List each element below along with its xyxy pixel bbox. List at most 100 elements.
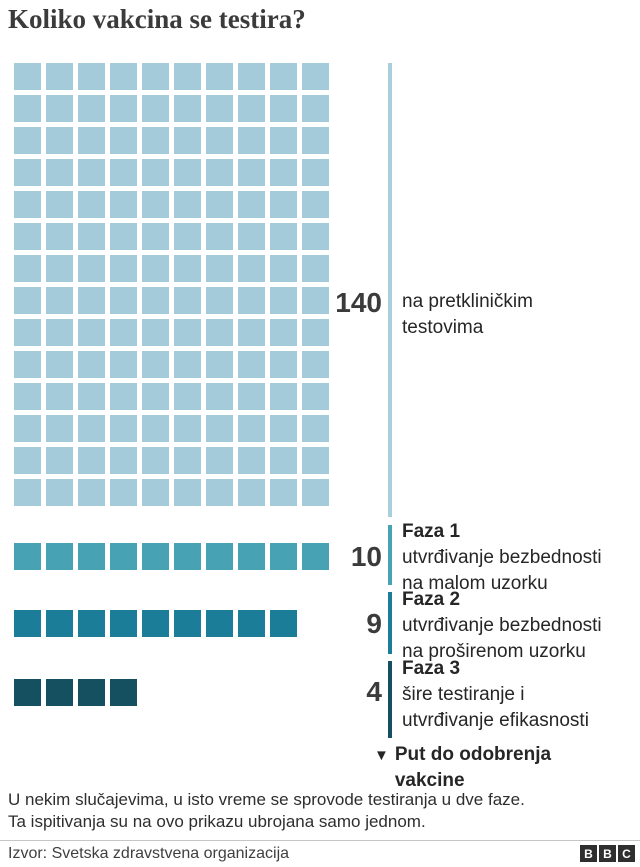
guide-line-phase2: [388, 592, 392, 654]
waffle-square: [142, 191, 169, 218]
waffle-square: [110, 63, 137, 90]
waffle-grid-preclinical: [14, 63, 329, 506]
waffle-square: [238, 127, 265, 154]
waffle-square: [110, 383, 137, 410]
value-label-preclinical: 140: [335, 287, 382, 318]
waffle-square: [110, 159, 137, 186]
waffle-square: [302, 191, 329, 218]
waffle-square: [110, 679, 137, 706]
waffle-square: [206, 447, 233, 474]
waffle-square: [174, 415, 201, 442]
waffle-square: [238, 479, 265, 506]
waffle-square: [238, 95, 265, 122]
waffle-square: [46, 447, 73, 474]
value-label-phase2: 9: [366, 608, 382, 639]
waffle-square: [142, 610, 169, 637]
waffle-square: [110, 127, 137, 154]
phase-name: Faza 2: [402, 589, 461, 610]
waffle-grid-phase3: [14, 679, 329, 706]
waffle-square: [270, 95, 297, 122]
waffle-square: [78, 223, 105, 250]
waffle-square: [270, 543, 297, 570]
waffle-square: [78, 479, 105, 506]
waffle-square: [46, 127, 73, 154]
waffle-square: [78, 383, 105, 410]
guide-line-preclinical: [388, 63, 392, 517]
waffle-square: [78, 679, 105, 706]
waffle-square: [174, 447, 201, 474]
waffle-square: [174, 63, 201, 90]
waffle-square: [142, 159, 169, 186]
waffle-square: [206, 127, 233, 154]
waffle-square: [302, 127, 329, 154]
waffle-square: [206, 415, 233, 442]
waffle-square: [142, 127, 169, 154]
waffle-square: [14, 63, 41, 90]
waffle-square: [142, 447, 169, 474]
waffle-square: [142, 223, 169, 250]
waffle-square: [206, 351, 233, 378]
waffle-square: [78, 543, 105, 570]
waffle-square: [238, 287, 265, 314]
waffle-square: [46, 679, 73, 706]
waffle-square: [174, 543, 201, 570]
guide-line-phase3: [388, 661, 392, 738]
waffle-square: [302, 287, 329, 314]
waffle-square: [78, 127, 105, 154]
waffle-square: [46, 415, 73, 442]
waffle-square: [142, 383, 169, 410]
waffle-square: [110, 95, 137, 122]
waffle-square: [270, 191, 297, 218]
waffle-square: [110, 351, 137, 378]
waffle-square: [206, 543, 233, 570]
waffle-square: [302, 543, 329, 570]
waffle-square: [206, 287, 233, 314]
waffle-square: [14, 679, 41, 706]
phase-name: Faza 3: [402, 658, 461, 679]
waffle-square: [238, 543, 265, 570]
label-line: testovima: [402, 317, 484, 338]
waffle-square: [206, 255, 233, 282]
waffle-square: [238, 159, 265, 186]
waffle-square: [206, 191, 233, 218]
waffle-square: [270, 610, 297, 637]
waffle-square: [302, 255, 329, 282]
footer-divider: [0, 840, 640, 841]
waffle-square: [46, 159, 73, 186]
waffle-square: [238, 351, 265, 378]
waffle-square: [206, 479, 233, 506]
category-label-preclinical: na pretkliničkim testovima: [402, 289, 533, 341]
waffle-square: [270, 415, 297, 442]
waffle-square: [142, 479, 169, 506]
value-label-phase1: 10: [350, 541, 382, 572]
waffle-grid-phase1: [14, 543, 329, 570]
waffle-square: [14, 479, 41, 506]
waffle-square: [270, 351, 297, 378]
waffle-square: [14, 95, 41, 122]
label-line: na pretkliničkim: [402, 291, 533, 312]
waffle-square: [78, 610, 105, 637]
waffle-square: [174, 159, 201, 186]
waffle-square: [110, 319, 137, 346]
waffle-square: [238, 383, 265, 410]
waffle-square: [78, 159, 105, 186]
label-line: na proširenom uzorku: [402, 641, 586, 662]
waffle-square: [174, 319, 201, 346]
waffle-square: [238, 415, 265, 442]
waffle-square: [206, 223, 233, 250]
category-label-phase2: Faza 2 utvrđivanje bezbednosti na prošir…: [402, 587, 602, 665]
waffle-square: [270, 255, 297, 282]
waffle-square: [46, 479, 73, 506]
waffle-square: [174, 479, 201, 506]
waffle-square: [46, 383, 73, 410]
waffle-square: [302, 383, 329, 410]
waffle-square: [238, 447, 265, 474]
waffle-square: [78, 63, 105, 90]
waffle-square: [174, 351, 201, 378]
waffle-square: [270, 223, 297, 250]
waffle-square: [142, 255, 169, 282]
waffle-square: [110, 447, 137, 474]
down-triangle-icon: ▼: [374, 747, 389, 764]
waffle-square: [302, 223, 329, 250]
waffle-square: [174, 127, 201, 154]
